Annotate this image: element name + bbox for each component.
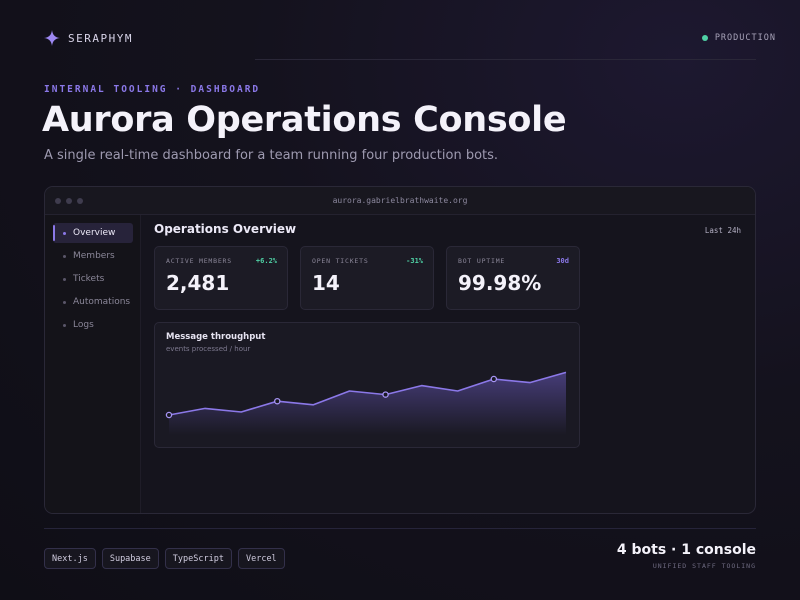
page-title: Aurora Operations Console (42, 100, 567, 140)
sparkle-icon (44, 30, 60, 46)
sidebar: Overview Members Tickets Automations Log… (45, 215, 141, 513)
summary-title: 4 bots · 1 console (616, 542, 756, 558)
window-dot-icon[interactable] (55, 198, 61, 204)
eyebrow: INTERNAL TOOLING · DASHBOARD (44, 84, 261, 95)
browser-window: aurora.gabrielbrathwaite.org Overview Me… (44, 186, 756, 514)
environment-label: PRODUCTION (714, 33, 776, 43)
main-panel: Operations Overview Last 24h ACTIVE MEMB… (153, 215, 755, 513)
stat-card-active-members: ACTIVE MEMBERS +6.2% 2,481 (154, 246, 288, 310)
status-dot-icon (701, 35, 708, 41)
sidebar-item-label: Tickets (73, 274, 105, 284)
throughput-chart (165, 371, 567, 435)
chart-area-fill (169, 372, 566, 435)
chart-data-point (382, 391, 389, 398)
stat-delta: +6.2% (255, 257, 277, 265)
summary: 4 bots · 1 console UNIFIED STAFF TOOLING (617, 542, 756, 570)
page-subtitle: A single real-time dashboard for a team … (44, 148, 499, 163)
chart-title: Message throughput (166, 332, 266, 342)
stat-label: OPEN TICKETS (312, 257, 369, 265)
tech-tag: TypeScript (164, 548, 232, 569)
sidebar-item-members[interactable]: Members (53, 246, 133, 266)
stat-value: 99.98% (458, 271, 542, 295)
chart-subtitle: events processed / hour (166, 345, 251, 353)
stat-label: ACTIVE MEMBERS (166, 257, 232, 265)
time-range-selector[interactable]: Last 24h (704, 226, 741, 235)
sidebar-item-tickets[interactable]: Tickets (53, 269, 133, 289)
chart-data-point (490, 375, 498, 383)
stat-delta: 30d (556, 257, 569, 265)
stat-card-open-tickets: OPEN TICKETS -31% 14 (300, 246, 434, 310)
tech-tag: Vercel (237, 548, 285, 569)
section-title: Operations Overview (154, 222, 297, 236)
chart-series-line (168, 371, 567, 416)
sidebar-nav: Overview Members Tickets Automations Log… (53, 223, 133, 338)
tech-stack: Next.js Supabase TypeScript Vercel (44, 548, 285, 569)
stat-delta: -31% (406, 257, 423, 265)
bottom-divider (44, 528, 756, 529)
window-dot-icon[interactable] (77, 198, 83, 204)
window-url: aurora.gabrielbrathwaite.org (332, 196, 468, 205)
sidebar-item-automations[interactable]: Automations (53, 292, 133, 312)
tech-tag: Next.js (44, 548, 96, 569)
sidebar-item-label: Overview (73, 228, 116, 238)
sidebar-item-label: Automations (73, 297, 131, 307)
brand-name: SERAPHYM (68, 31, 133, 45)
sidebar-item-overview[interactable]: Overview (53, 223, 133, 243)
throughput-chart-card: Message throughput events processed / ho… (154, 322, 580, 448)
stat-card-bot-uptime: BOT UPTIME 30d 99.98% (446, 246, 580, 310)
stat-value: 2,481 (166, 271, 230, 295)
chart-data-point (165, 411, 173, 419)
bullet-icon (63, 277, 66, 281)
window-controls (55, 198, 83, 204)
bullet-icon (63, 231, 66, 235)
tech-tag: Supabase (101, 548, 159, 569)
stat-label: BOT UPTIME (458, 257, 506, 265)
stat-value: 14 (312, 271, 340, 295)
bullet-icon (63, 254, 66, 258)
chart-data-point (274, 397, 281, 405)
chart-markers (165, 375, 498, 419)
sidebar-item-label: Members (73, 251, 115, 261)
summary-subtitle: UNIFIED STAFF TOOLING (652, 562, 756, 570)
top-bar: SERAPHYM PRODUCTION (44, 30, 776, 50)
window-dot-icon[interactable] (66, 198, 72, 204)
window-titlebar: aurora.gabrielbrathwaite.org (45, 187, 755, 215)
sidebar-item-logs[interactable]: Logs (53, 315, 133, 335)
sidebar-item-label: Logs (73, 320, 94, 330)
top-divider (255, 59, 756, 60)
environment-indicator: PRODUCTION (701, 33, 776, 43)
brand: SERAPHYM (44, 30, 133, 46)
bullet-icon (63, 323, 66, 327)
bullet-icon (63, 300, 66, 304)
